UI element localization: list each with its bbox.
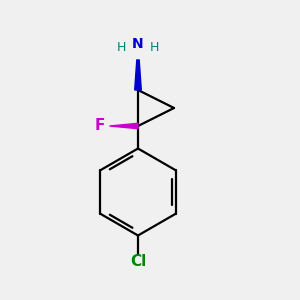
Polygon shape — [135, 60, 141, 90]
Text: Cl: Cl — [130, 254, 146, 269]
Text: H: H — [150, 40, 159, 54]
Text: F: F — [95, 118, 105, 134]
Polygon shape — [110, 123, 138, 129]
Text: N: N — [132, 37, 144, 51]
Text: H: H — [117, 40, 126, 54]
